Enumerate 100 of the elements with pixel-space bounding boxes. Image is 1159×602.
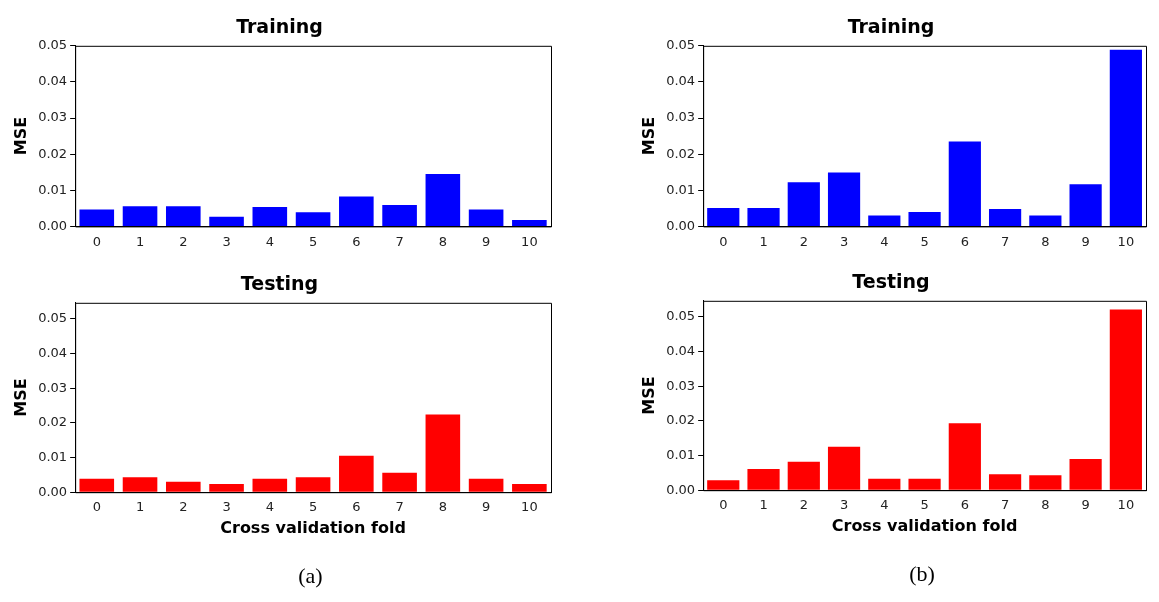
- x-tick-label: 7: [395, 233, 404, 249]
- x-axis-title: Cross validation fold: [220, 517, 406, 537]
- bar: [165, 481, 201, 492]
- x-tick-label: 3: [839, 497, 849, 513]
- x-tick-label: 6: [960, 233, 969, 249]
- x-tick-label: 7: [1000, 233, 1010, 249]
- chart-title: Testing: [852, 270, 930, 293]
- bar: [512, 219, 547, 226]
- x-tick-label: 4: [265, 499, 274, 515]
- bar: [1029, 475, 1062, 490]
- x-tick-label: 5: [920, 497, 929, 513]
- y-tick-label: 0.00: [38, 217, 68, 233]
- x-tick-label: 7: [395, 499, 404, 515]
- x-tick-label: 2: [799, 233, 808, 249]
- y-tick-label: 0.03: [38, 109, 68, 125]
- x-tick-label: 3: [222, 233, 231, 249]
- bar: [747, 207, 780, 226]
- y-axis-title: MSE: [638, 376, 658, 415]
- y-axis-title: MSE: [10, 116, 30, 156]
- text: (b): [908, 560, 936, 588]
- bar: [908, 478, 941, 490]
- bar: [512, 483, 547, 492]
- y-axis-title: MSE: [10, 378, 30, 417]
- bar: [988, 209, 1022, 226]
- x-tick-label: 0: [719, 497, 728, 513]
- bar: [425, 414, 461, 492]
- x-tick-label: 2: [179, 499, 188, 515]
- x-tick-label: 2: [179, 233, 188, 249]
- bar: [1109, 49, 1142, 226]
- x-tick-label: 6: [352, 233, 361, 249]
- y-tick-label: 0.05: [666, 308, 696, 324]
- x-tick-label: 9: [481, 499, 491, 515]
- y-tick-label: 0.01: [38, 448, 68, 464]
- bar: [827, 446, 861, 490]
- text: (a): [297, 562, 324, 590]
- x-axis-title: Cross validation fold: [831, 515, 1018, 535]
- y-tick-label: 0.02: [38, 414, 68, 430]
- x-tick-label: 5: [308, 233, 318, 249]
- bar: [339, 455, 374, 492]
- bar: [122, 206, 158, 226]
- x-tick-label: 0: [92, 499, 101, 515]
- x-tick-label: 9: [481, 233, 491, 249]
- bar: [1109, 309, 1142, 490]
- x-tick-label: 0: [92, 233, 101, 249]
- bar: [382, 472, 417, 492]
- y-tick-label: 0.00: [666, 217, 696, 233]
- x-tick-label: 7: [1000, 497, 1010, 513]
- bar: [1069, 184, 1102, 226]
- x-tick-label: 0: [719, 233, 728, 249]
- y-tick-label: 0.02: [666, 145, 696, 161]
- x-tick-label: 8: [1041, 497, 1050, 513]
- bar: [79, 209, 115, 226]
- bar: [868, 478, 901, 490]
- bar: [827, 172, 861, 226]
- y-tick-label: 0.03: [666, 377, 696, 393]
- y-tick-label: 0.04: [666, 342, 696, 358]
- bar: [787, 182, 820, 226]
- chart-title: Testing: [240, 272, 319, 295]
- bar: [747, 469, 780, 490]
- x-tick-label: 1: [759, 233, 768, 249]
- bar: [339, 196, 374, 226]
- bar: [948, 141, 981, 226]
- bar: [948, 423, 981, 490]
- bar: [79, 478, 115, 492]
- bar: [252, 206, 288, 226]
- bar: [295, 212, 331, 226]
- x-tick-label: 3: [222, 499, 231, 515]
- bar: [252, 478, 288, 492]
- x-tick-label: 1: [759, 497, 768, 513]
- y-tick-label: 0.04: [38, 344, 68, 360]
- y-tick-label: 0.01: [666, 181, 696, 197]
- x-tick-label: 4: [880, 497, 889, 513]
- x-tick-label: 4: [265, 233, 274, 249]
- bar: [425, 174, 461, 226]
- y-tick-label: 0.00: [38, 483, 68, 499]
- x-tick-label: 8: [438, 233, 447, 249]
- y-tick-label: 0.00: [666, 481, 696, 497]
- x-tick-label: 10: [521, 499, 538, 515]
- y-tick-label: 0.04: [666, 73, 696, 89]
- bar: [165, 206, 201, 226]
- y-tick-label: 0.01: [38, 181, 68, 197]
- x-tick-label: 10: [1117, 233, 1135, 249]
- x-tick-label: 6: [960, 497, 969, 513]
- bar: [908, 211, 941, 226]
- bar: [209, 216, 244, 226]
- x-tick-label: 6: [352, 499, 361, 515]
- bar: [468, 209, 504, 226]
- chart-title: Training: [847, 15, 935, 38]
- x-tick-label: 8: [1041, 233, 1050, 249]
- bar: [122, 477, 158, 492]
- x-tick-label: 5: [920, 233, 929, 249]
- y-tick-label: 0.01: [666, 446, 696, 462]
- bar: [382, 205, 417, 226]
- y-tick-label: 0.04: [38, 73, 68, 89]
- bar: [787, 461, 820, 490]
- x-tick-label: 9: [1081, 497, 1090, 513]
- x-tick-label: 8: [438, 499, 447, 515]
- bar: [707, 480, 740, 490]
- bar: [988, 474, 1022, 490]
- bar: [295, 477, 331, 492]
